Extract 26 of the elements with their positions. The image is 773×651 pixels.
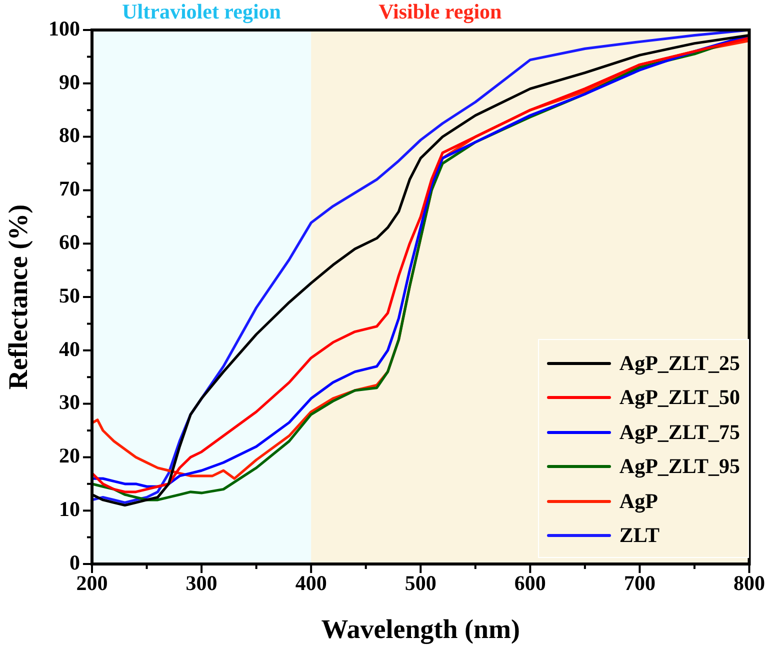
legend-label: ZLT (619, 523, 660, 548)
legend-label: AgP (619, 488, 658, 514)
x-tick-label: 600 (514, 571, 546, 596)
y-tick-label: 80 (59, 123, 80, 148)
legend-label: AgP_ZLT_25 (619, 350, 740, 376)
y-tick-label: 30 (59, 390, 80, 414)
x-tick-label: 400 (295, 571, 327, 596)
x-tick-label: 300 (186, 571, 218, 596)
band-label: Ultraviolet region (122, 0, 282, 24)
y-tick-label: 10 (59, 497, 80, 522)
y-tick-label: 20 (59, 444, 80, 468)
y-tick-label: 100 (48, 16, 80, 40)
legend-label: AgP_ZLT_75 (619, 420, 740, 445)
y-tick-label: 90 (59, 70, 80, 94)
legend-label: AgP_ZLT_95 (619, 454, 740, 480)
x-tick-label: 700 (624, 571, 656, 596)
y-tick-label: 50 (59, 283, 80, 308)
x-tick-label: 800 (734, 571, 765, 596)
y-tick-label: 40 (59, 336, 80, 361)
y-axis-title: Reflectance (%) (3, 204, 34, 390)
x-axis-title: Wavelength (nm) (321, 614, 520, 644)
x-tick-label: 500 (404, 571, 436, 596)
legend-label: AgP_ZLT_50 (619, 385, 740, 410)
y-tick-label: 60 (59, 230, 80, 254)
y-tick-label: 70 (59, 176, 80, 201)
band-label: Visible region (378, 0, 502, 24)
